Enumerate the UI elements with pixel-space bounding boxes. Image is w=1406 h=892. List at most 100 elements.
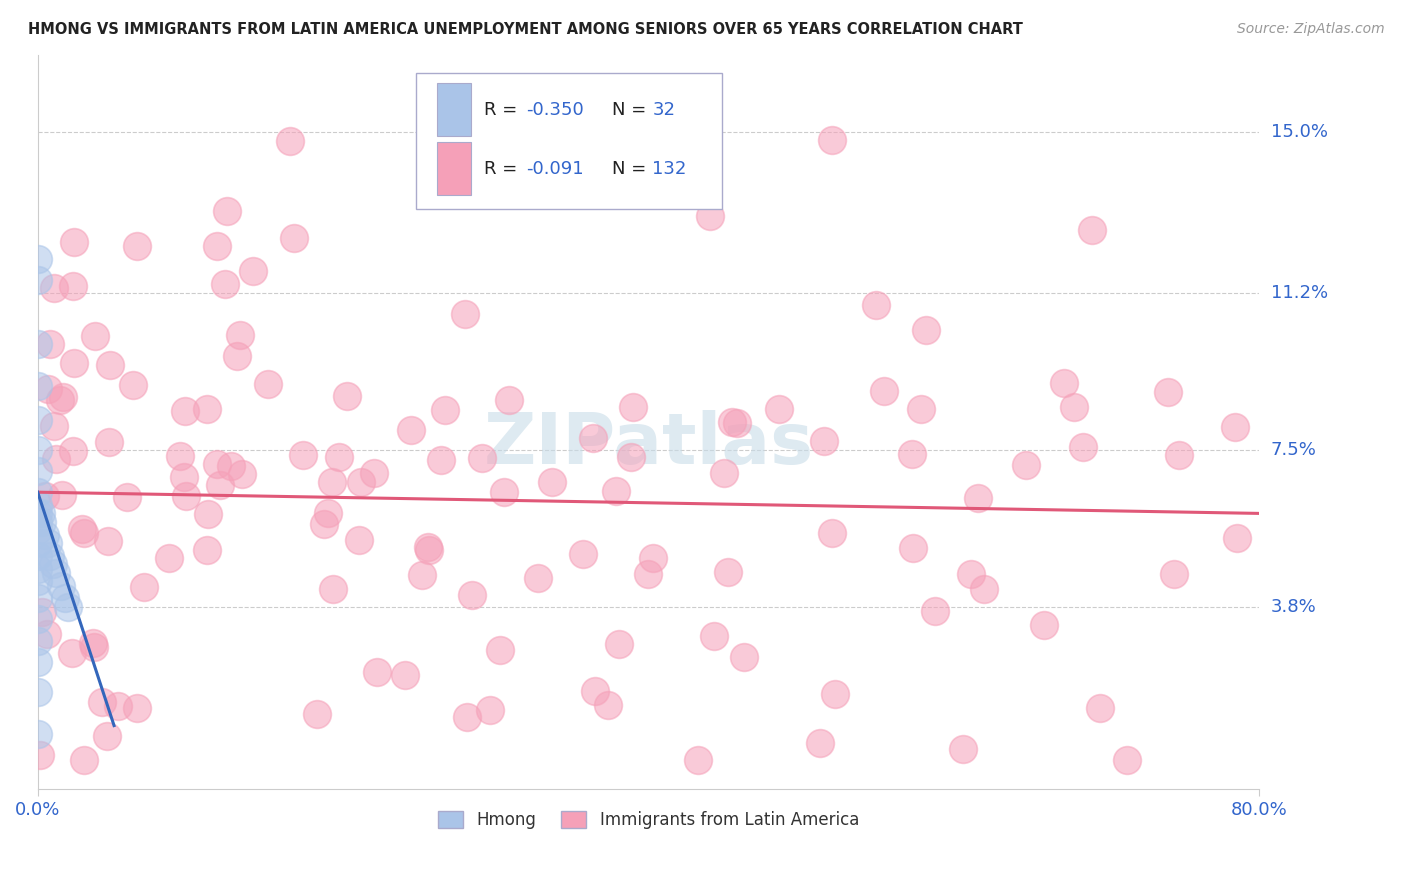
Point (479, 703, 502, 717)
Point (713, 466, 735, 480)
Point (122, 378, 145, 392)
Point (27, 379, 49, 393)
Point (27, 574, 49, 589)
Point (322, 582, 344, 597)
Point (52, 390, 75, 404)
Point (621, 400, 644, 414)
Point (366, 665, 388, 679)
Point (27, 536, 49, 550)
Point (197, 507, 219, 521)
Point (205, 458, 228, 472)
Point (873, 384, 896, 398)
Text: Source: ZipAtlas.com: Source: ZipAtlas.com (1237, 22, 1385, 37)
Point (219, 458, 242, 473)
Point (176, 489, 198, 503)
Point (824, 687, 846, 701)
Point (460, 587, 482, 601)
Point (96, 729, 118, 743)
Point (641, 550, 664, 565)
Point (256, 376, 278, 391)
Point (125, 239, 148, 253)
Text: R =: R = (484, 160, 523, 178)
Point (336, 389, 359, 403)
Point (583, 684, 606, 698)
Point (967, 491, 990, 506)
Point (44, 419, 66, 434)
Point (821, 133, 844, 147)
Point (31, 605, 53, 619)
Point (37, 382, 59, 396)
Point (27, 655, 49, 669)
Point (454, 307, 477, 321)
Point (350, 475, 373, 489)
Point (27, 612, 49, 626)
Point (821, 526, 844, 541)
Point (214, 277, 236, 291)
Text: 7.5%: 7.5% (1271, 441, 1316, 458)
Point (1163, 566, 1185, 581)
Point (27, 413, 49, 427)
Point (316, 507, 339, 521)
Point (620, 450, 643, 464)
Point (1063, 401, 1085, 415)
Point (915, 323, 938, 337)
Point (70, 522, 93, 536)
Point (399, 423, 422, 437)
Point (418, 542, 440, 557)
Point (429, 453, 451, 467)
Point (27, 464, 49, 478)
Point (394, 668, 416, 682)
Point (62, 443, 84, 458)
Point (1225, 420, 1247, 434)
Text: HMONG VS IMMIGRANTS FROM LATIN AMERICA UNEMPLOYMENT AMONG SENIORS OVER 65 YEARS : HMONG VS IMMIGRANTS FROM LATIN AMERICA U… (28, 22, 1024, 37)
Point (492, 484, 515, 499)
Point (37, 536, 59, 550)
Point (205, 238, 228, 252)
Point (132, 580, 155, 594)
Point (27, 515, 49, 529)
Point (952, 741, 974, 756)
Point (433, 402, 456, 417)
Point (27, 684, 49, 698)
Point (31, 515, 53, 529)
Bar (437, 142, 471, 194)
Point (1115, 752, 1137, 766)
Point (27, 561, 49, 575)
Point (305, 707, 328, 722)
Point (45, 452, 67, 467)
Point (541, 475, 564, 490)
Point (27, 549, 49, 563)
Point (813, 434, 835, 449)
Point (27, 442, 49, 457)
Point (97, 534, 120, 549)
Point (605, 483, 627, 498)
Point (27, 633, 49, 648)
Point (1081, 223, 1104, 237)
Point (456, 710, 478, 724)
Point (733, 649, 755, 664)
FancyBboxPatch shape (416, 73, 721, 210)
Point (637, 567, 659, 582)
Point (173, 469, 195, 483)
Point (1033, 617, 1056, 632)
Point (699, 210, 721, 224)
Point (173, 404, 195, 418)
Point (84, 329, 107, 343)
Point (581, 431, 603, 445)
Point (63, 235, 86, 249)
Text: -0.091: -0.091 (526, 160, 583, 178)
Point (349, 533, 371, 548)
Point (27, 524, 49, 538)
Point (38, 549, 60, 563)
Point (242, 263, 264, 277)
Point (83, 640, 105, 654)
Text: 15.0%: 15.0% (1271, 122, 1327, 141)
Point (98, 358, 121, 372)
Point (30, 748, 52, 763)
Point (609, 637, 631, 651)
Point (208, 478, 231, 492)
Point (973, 582, 995, 596)
Point (1015, 458, 1038, 472)
Point (328, 450, 350, 464)
Text: 11.2%: 11.2% (1271, 284, 1327, 301)
